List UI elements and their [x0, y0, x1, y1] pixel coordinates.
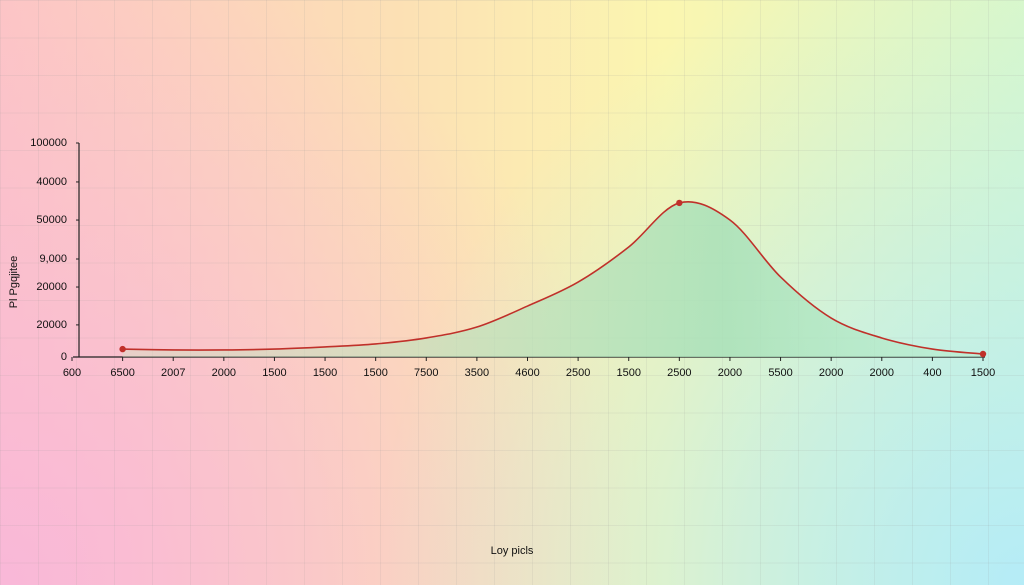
x-tick-label: 1500: [262, 367, 286, 379]
line: [122, 201, 984, 355]
x-tick-label: 1500: [616, 367, 640, 379]
x-tick-label: 400: [923, 367, 941, 379]
x-tick-label: 1500: [363, 367, 387, 379]
x-tick-label: 4600: [515, 367, 539, 379]
x-tick-label: 2000: [819, 367, 843, 379]
x-axis-label: Loy picls: [491, 545, 534, 557]
point-marker: [119, 345, 126, 353]
x-tick-label: 5500: [768, 367, 792, 379]
y-tick-label: 9,000: [39, 253, 67, 265]
y-tick-label: 0: [61, 351, 67, 363]
x-tick-label: 2000: [718, 367, 742, 379]
point-marker: [676, 199, 683, 207]
x-tick-label: 7500: [414, 367, 438, 379]
x-tick-label: 2500: [566, 367, 590, 379]
x-tick-label: 3500: [465, 367, 489, 379]
y-tick-label: 100000: [30, 137, 67, 149]
y-tick-label: 20000: [36, 281, 67, 293]
x-tick-label: 2000: [212, 367, 236, 379]
x-tick-label: 2007: [161, 367, 185, 379]
x-tick-label: 6500: [110, 367, 134, 379]
area: [122, 201, 984, 357]
x-tick-label: 2500: [667, 367, 691, 379]
x-tick-label: 1500: [313, 367, 337, 379]
y-tick-label: 50000: [36, 214, 67, 226]
y-tick-label: 40000: [36, 176, 67, 188]
y-axis-label: Pl Pgqjitee: [8, 256, 20, 309]
x-tick-label: 1500: [971, 367, 995, 379]
x-tick-label: 600: [63, 367, 81, 379]
point-marker: [979, 350, 987, 358]
x-tick-label: 2000: [870, 367, 894, 379]
y-tick-label: 20000: [36, 319, 67, 331]
